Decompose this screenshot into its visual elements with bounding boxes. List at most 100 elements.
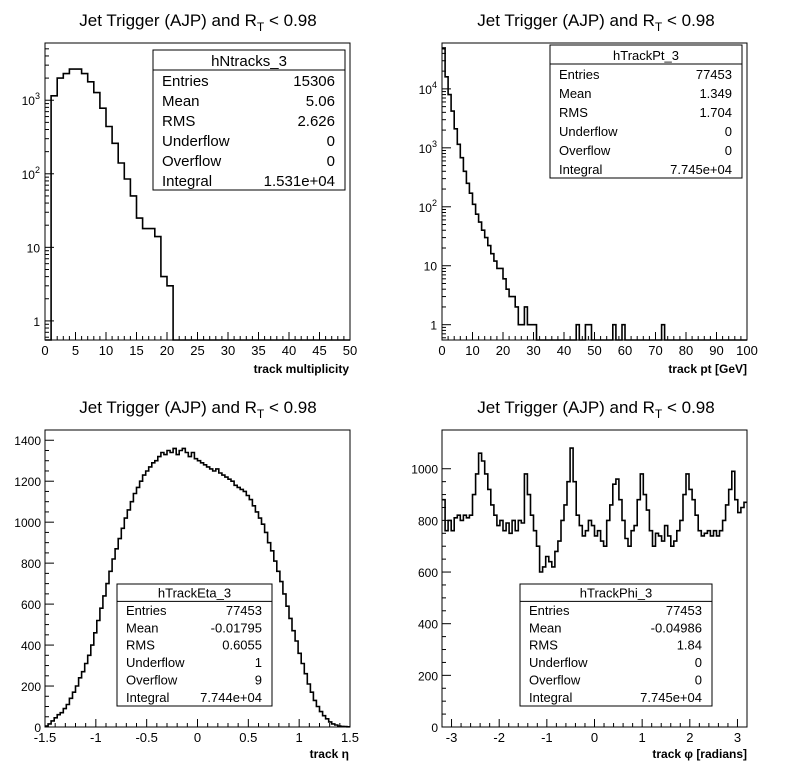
y-tick-label: 1000 <box>14 516 41 530</box>
chart-title: Jet Trigger (AJP) and RT < 0.98 <box>477 398 714 421</box>
chart-title-tail: < 0.98 <box>264 398 316 417</box>
y-tick-label: 600 <box>418 566 438 580</box>
stats-row-label: Integral <box>559 162 602 177</box>
stats-row-label: RMS <box>559 105 588 120</box>
stats-row-value: 0 <box>695 655 702 670</box>
stats-row-value: -0.01795 <box>211 620 262 635</box>
chart-title-tail: < 0.98 <box>662 11 714 30</box>
y-tick-exponent: 4 <box>432 80 437 90</box>
y-tick-label: 0 <box>431 721 438 735</box>
chart-panel-3: Jet Trigger (AJP) and RT < 0.98 -1.5 -1 -0.… <box>14 398 359 761</box>
stats-row-label: Entries <box>559 67 600 82</box>
stats-row-label: RMS <box>126 638 155 653</box>
histogram-line <box>442 447 747 573</box>
stats-box-frame <box>152 49 346 191</box>
stats-row-value: 7.745e+04 <box>640 690 702 705</box>
x-tick-label: 25 <box>190 343 204 358</box>
x-tick-label: -1 <box>541 730 553 745</box>
x-tick-label: 30 <box>221 343 235 358</box>
stats-row-value: 1 <box>255 655 262 670</box>
x-tick-label: 10 <box>465 343 479 358</box>
y-tick-base: 10 <box>27 241 41 255</box>
histogram-line <box>45 68 350 341</box>
stats-row-value: 9 <box>255 673 262 688</box>
stats-row-label: Overflow <box>559 143 611 158</box>
stats-row-value: 1.704 <box>699 105 732 120</box>
stats-row-value: -0.04986 <box>651 620 702 635</box>
x-tick-label: 1 <box>296 730 303 745</box>
y-tick-label: 103 <box>22 91 40 108</box>
y-tick-exponent: 2 <box>432 198 437 208</box>
stats-row-label: Entries <box>529 603 570 618</box>
stats-box: hTrackEta_3 Entries 77453 Mean -0.01795 RMS 0.… <box>116 583 273 707</box>
y-tick-label: 800 <box>418 514 438 528</box>
y-tick-base: 10 <box>22 168 36 182</box>
stats-row-label: Integral <box>162 173 212 190</box>
chart-title-main: Jet Trigger (AJP) and R <box>477 398 655 417</box>
x-tick-label: 0 <box>591 730 598 745</box>
stats-row-label: Entries <box>126 603 167 618</box>
stats-row-label: Overflow <box>162 153 221 170</box>
x-tick-label: 20 <box>160 343 174 358</box>
y-tick-label: 103 <box>419 139 437 156</box>
x-tick-label: 100 <box>736 343 758 358</box>
x-tick-label: 40 <box>282 343 296 358</box>
y-tick-label: 200 <box>21 680 41 694</box>
y-tick-exponent: 2 <box>35 165 40 175</box>
stats-box-frame <box>519 583 713 707</box>
x-tick-label: 1.5 <box>341 730 359 745</box>
stats-row-label: Integral <box>529 690 572 705</box>
y-tick-label: 600 <box>21 598 41 612</box>
x-tick-label: 20 <box>496 343 510 358</box>
y-tick-label: 10 <box>424 260 438 274</box>
stats-row-value: 0 <box>327 133 335 150</box>
chart-panel-1: Jet Trigger (AJP) and RT < 0.980 5 10 15 20 2… <box>22 11 358 376</box>
x-tick-label: 30 <box>526 343 540 358</box>
chart-panel-2: Jet Trigger (AJP) and RT < 0.980 10 20 30 40… <box>419 11 758 376</box>
stats-row-label: Underflow <box>162 133 230 150</box>
stats-row-label: Underflow <box>529 655 588 670</box>
chart-panel-4: Jet Trigger (AJP) and RT < 0.98 -3 -2 -1 0 1 2… <box>411 398 748 761</box>
stats-row-value: 7.745e+04 <box>670 162 732 177</box>
stats-row-value: 77453 <box>226 603 262 618</box>
y-tick-label: 800 <box>21 557 41 571</box>
stats-row-value: 5.06 <box>306 93 335 110</box>
stats-row-value: 1.84 <box>677 638 702 653</box>
y-tick-exponent: 3 <box>35 91 40 101</box>
stats-box-frame <box>116 583 273 707</box>
stats-row-value: 1.531e+04 <box>264 173 335 190</box>
x-tick-label: 0 <box>194 730 201 745</box>
chart-title-subscript: T <box>257 407 265 421</box>
x-tick-label: 50 <box>343 343 357 358</box>
stats-box-frame <box>549 44 743 179</box>
stats-row-label: RMS <box>162 113 195 130</box>
stats-row-label: Overflow <box>126 673 178 688</box>
x-tick-label: 50 <box>587 343 601 358</box>
histogram-line <box>45 447 350 728</box>
stats-row-value: 77453 <box>696 67 732 82</box>
stats-row-value: 2.626 <box>297 113 335 130</box>
stats-box-title: hTrackPt_3 <box>613 48 679 63</box>
y-tick-label: 400 <box>21 639 41 653</box>
x-tick-label: 1 <box>639 730 646 745</box>
y-tick-label: 1000 <box>411 463 438 477</box>
chart-title-subscript: T <box>257 20 265 34</box>
stats-row-value: 0.6055 <box>222 638 262 653</box>
y-tick-base: 1 <box>430 319 437 333</box>
y-tick-label: 400 <box>418 618 438 632</box>
y-tick-base: 10 <box>424 260 438 274</box>
stats-box: hTrackPt_3 Entries 77453 Mean 1.349 RMS 1.704 U… <box>549 44 743 179</box>
y-tick-label: 1 <box>33 315 40 329</box>
stats-row-value: 77453 <box>666 603 702 618</box>
x-axis-label: track η <box>310 747 349 761</box>
y-tick-base: 10 <box>419 201 433 215</box>
y-tick-label: 102 <box>22 165 40 182</box>
x-tick-label: 10 <box>99 343 113 358</box>
chart-title: Jet Trigger (AJP) and RT < 0.98 <box>477 11 714 34</box>
chart-title-main: Jet Trigger (AJP) and R <box>79 11 257 30</box>
x-tick-label: 2 <box>686 730 693 745</box>
x-tick-label: 40 <box>557 343 571 358</box>
stats-row-label: Overflow <box>529 673 581 688</box>
